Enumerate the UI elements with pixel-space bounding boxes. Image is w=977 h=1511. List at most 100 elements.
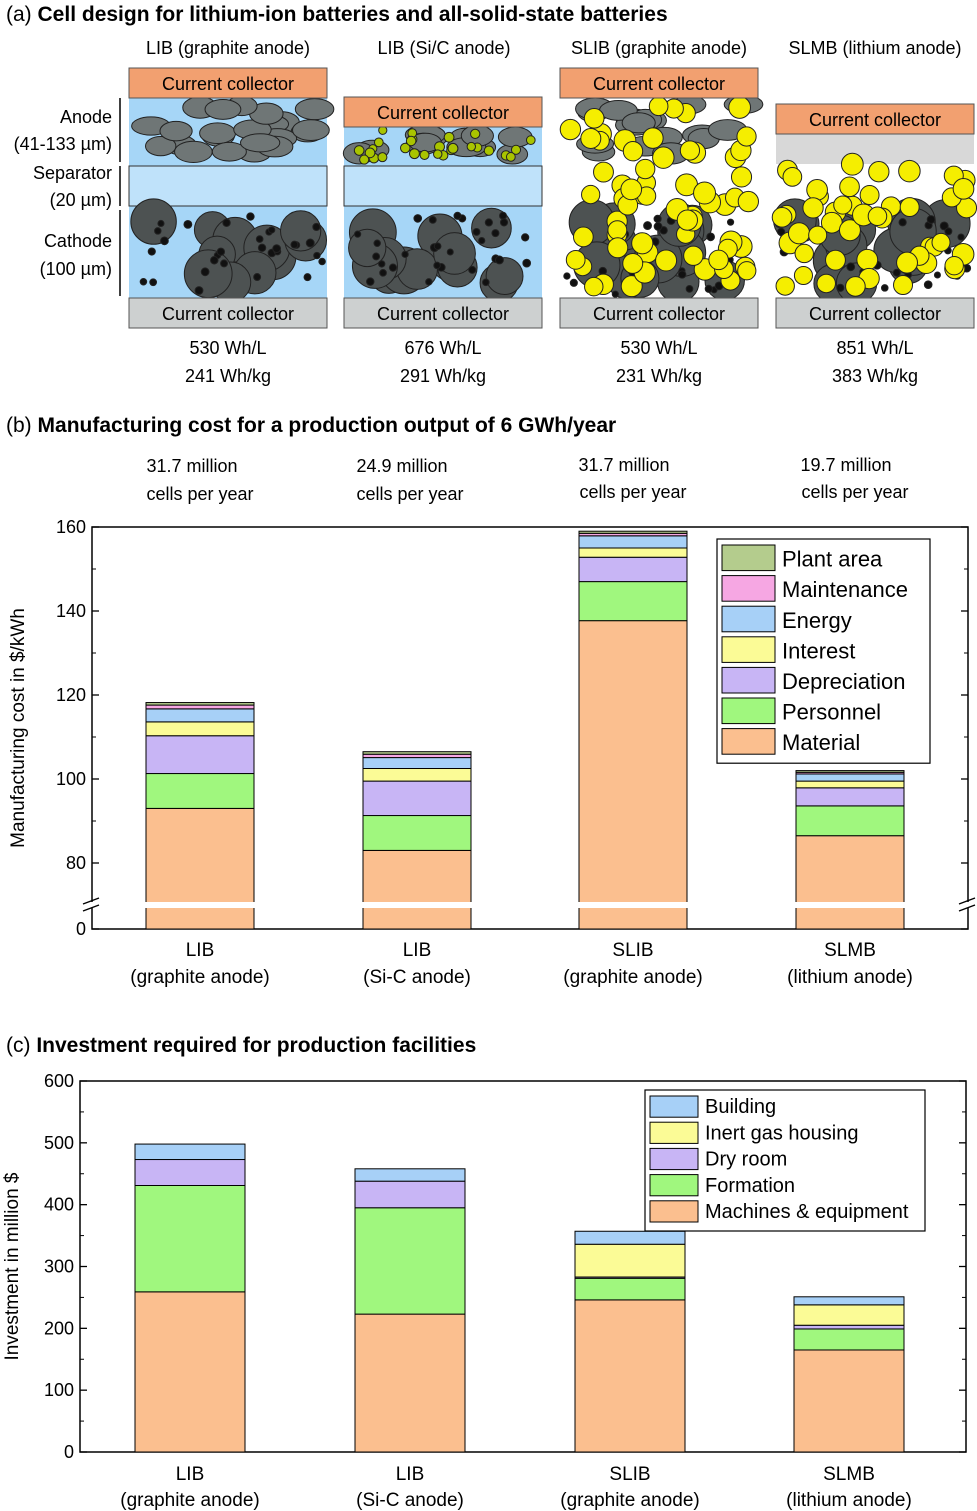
legend-label: Inert gas housing bbox=[705, 1122, 858, 1144]
conductive-additive-dot bbox=[433, 261, 441, 270]
y-tick-label: 100 bbox=[44, 1380, 74, 1400]
bar-segment-inert-gas-housing bbox=[574, 1243, 686, 1278]
solid-electrolyte-particle bbox=[840, 152, 864, 176]
solid-electrolyte-particle bbox=[838, 219, 861, 242]
y-axis-title: Investment in million $ bbox=[2, 1172, 23, 1360]
solid-electrolyte-particle bbox=[708, 249, 729, 271]
conductive-additive-dot bbox=[157, 219, 165, 228]
conductive-additive-dot bbox=[933, 271, 941, 279]
conductive-additive-dot bbox=[453, 211, 462, 220]
legend-label: Interest bbox=[782, 638, 855, 663]
conductive-additive-dot bbox=[678, 270, 687, 279]
conductive-additive-dot bbox=[685, 285, 694, 293]
top-current-collector bbox=[343, 96, 543, 128]
conductive-additive-dot bbox=[200, 267, 210, 277]
x-category-label: LIB bbox=[396, 1464, 425, 1485]
graphite-particle bbox=[199, 122, 237, 145]
silicon-particle bbox=[525, 135, 536, 146]
solid-electrolyte-particle bbox=[693, 181, 717, 205]
conductive-additive-dot bbox=[425, 278, 433, 286]
conductive-additive-dot bbox=[521, 233, 530, 242]
x-category-sublabel: (graphite anode) bbox=[560, 1490, 699, 1511]
axis-break-gap bbox=[90, 902, 970, 908]
gravimetric-energy-density: 231 Wh/kg bbox=[616, 366, 702, 386]
legend-label: Plant area bbox=[782, 547, 883, 572]
conductive-additive-dot bbox=[433, 242, 442, 251]
solid-electrolyte-particle bbox=[859, 185, 880, 205]
bar-segment-maintenance bbox=[145, 704, 255, 710]
solid-electrolyte-particle bbox=[868, 161, 890, 183]
conductive-additive-dot bbox=[194, 286, 204, 295]
silicon-particle bbox=[405, 135, 417, 147]
conductive-additive-dot bbox=[139, 277, 148, 286]
silicon-particle bbox=[353, 145, 365, 156]
conductive-additive-dot bbox=[290, 240, 299, 249]
legend-label: Machines & equipment bbox=[705, 1201, 909, 1223]
solid-electrolyte-particle bbox=[730, 166, 753, 188]
cells-per-year-count-2: 24.9 million bbox=[356, 456, 447, 476]
solid-electrolyte-particle bbox=[620, 178, 643, 201]
solid-electrolyte-particle bbox=[572, 226, 594, 248]
conductive-additive-dot bbox=[944, 227, 953, 236]
conductive-additive-dot bbox=[653, 214, 662, 223]
conductive-additive-dot bbox=[222, 218, 231, 227]
separator-layer bbox=[128, 165, 328, 207]
investment-chart: 0 100 200 300 400 500 600 Investment in million… bbox=[2, 1071, 967, 1511]
graphite-particle bbox=[174, 140, 213, 163]
silicon-particle bbox=[373, 137, 384, 148]
conductive-additive-dot bbox=[183, 219, 193, 229]
legend-swatch bbox=[649, 1174, 699, 1197]
conductive-additive-dot bbox=[268, 226, 276, 234]
conductive-additive-dot bbox=[255, 235, 264, 243]
conductive-additive-dot bbox=[957, 233, 965, 241]
solid-electrolyte-particle bbox=[736, 126, 757, 147]
solid-electrolyte-particle bbox=[825, 249, 846, 271]
conductive-additive-dot bbox=[499, 211, 507, 220]
volumetric-energy-density: 851 Wh/L bbox=[836, 338, 913, 358]
bottom-current-collector bbox=[343, 297, 543, 329]
solid-electrolyte-particle bbox=[944, 255, 964, 276]
conductive-additive-dot bbox=[154, 227, 162, 235]
silicon-particle bbox=[447, 142, 459, 154]
legend-label: Depreciation bbox=[782, 669, 906, 694]
bar-segment-interest bbox=[362, 768, 472, 782]
separator-label: Separator bbox=[33, 163, 112, 183]
conductive-additive-dot bbox=[257, 243, 267, 253]
conductive-additive-dot bbox=[160, 236, 169, 246]
separator-layer bbox=[343, 165, 543, 207]
top-collector-label: Current collector bbox=[377, 103, 509, 123]
graphite-particle bbox=[159, 120, 193, 142]
bottom-current-collector bbox=[775, 297, 975, 329]
bar-segment-machines-equipment bbox=[793, 1349, 905, 1453]
solid-electrolyte-particle bbox=[607, 237, 629, 259]
conductive-additive-dot bbox=[569, 278, 578, 287]
solid-electrolyte-particle bbox=[782, 167, 803, 187]
solid-electrolyte-particle bbox=[676, 209, 698, 231]
x-category-sublabel: (graphite anode) bbox=[563, 967, 702, 988]
silicon-particle bbox=[364, 147, 376, 159]
cells-per-year-unit-4: cells per year bbox=[801, 482, 908, 502]
solid-electrolyte-particle bbox=[893, 274, 914, 296]
y-tick-label: 80 bbox=[66, 853, 86, 873]
silicon-particle bbox=[399, 142, 411, 154]
solid-electrolyte-particle bbox=[559, 118, 582, 141]
bar-segment-inert-gas-housing bbox=[793, 1304, 905, 1326]
conductive-additive-dot bbox=[892, 268, 901, 277]
conductive-additive-dot bbox=[939, 221, 949, 231]
solid-electrolyte-particle bbox=[584, 276, 604, 297]
solid-electrolyte-particle bbox=[896, 251, 918, 274]
bar-segment-dry-room bbox=[793, 1324, 905, 1330]
y-tick-label: 100 bbox=[56, 769, 86, 789]
bar-segment-material bbox=[145, 807, 255, 930]
x-category-label: LIB bbox=[403, 940, 432, 961]
solid-electrolyte-particle bbox=[622, 141, 644, 162]
solid-electrolyte-particle bbox=[607, 220, 628, 241]
solid-electrolyte-particle bbox=[793, 265, 813, 286]
x-category-label: SLIB bbox=[612, 940, 653, 961]
bar-segment-interest bbox=[578, 547, 688, 558]
anode-label: Anode bbox=[60, 107, 112, 127]
bar-segment-plant-area bbox=[145, 702, 255, 706]
bar-segment-energy bbox=[795, 773, 905, 782]
solid-electrolyte-particle bbox=[679, 140, 701, 161]
